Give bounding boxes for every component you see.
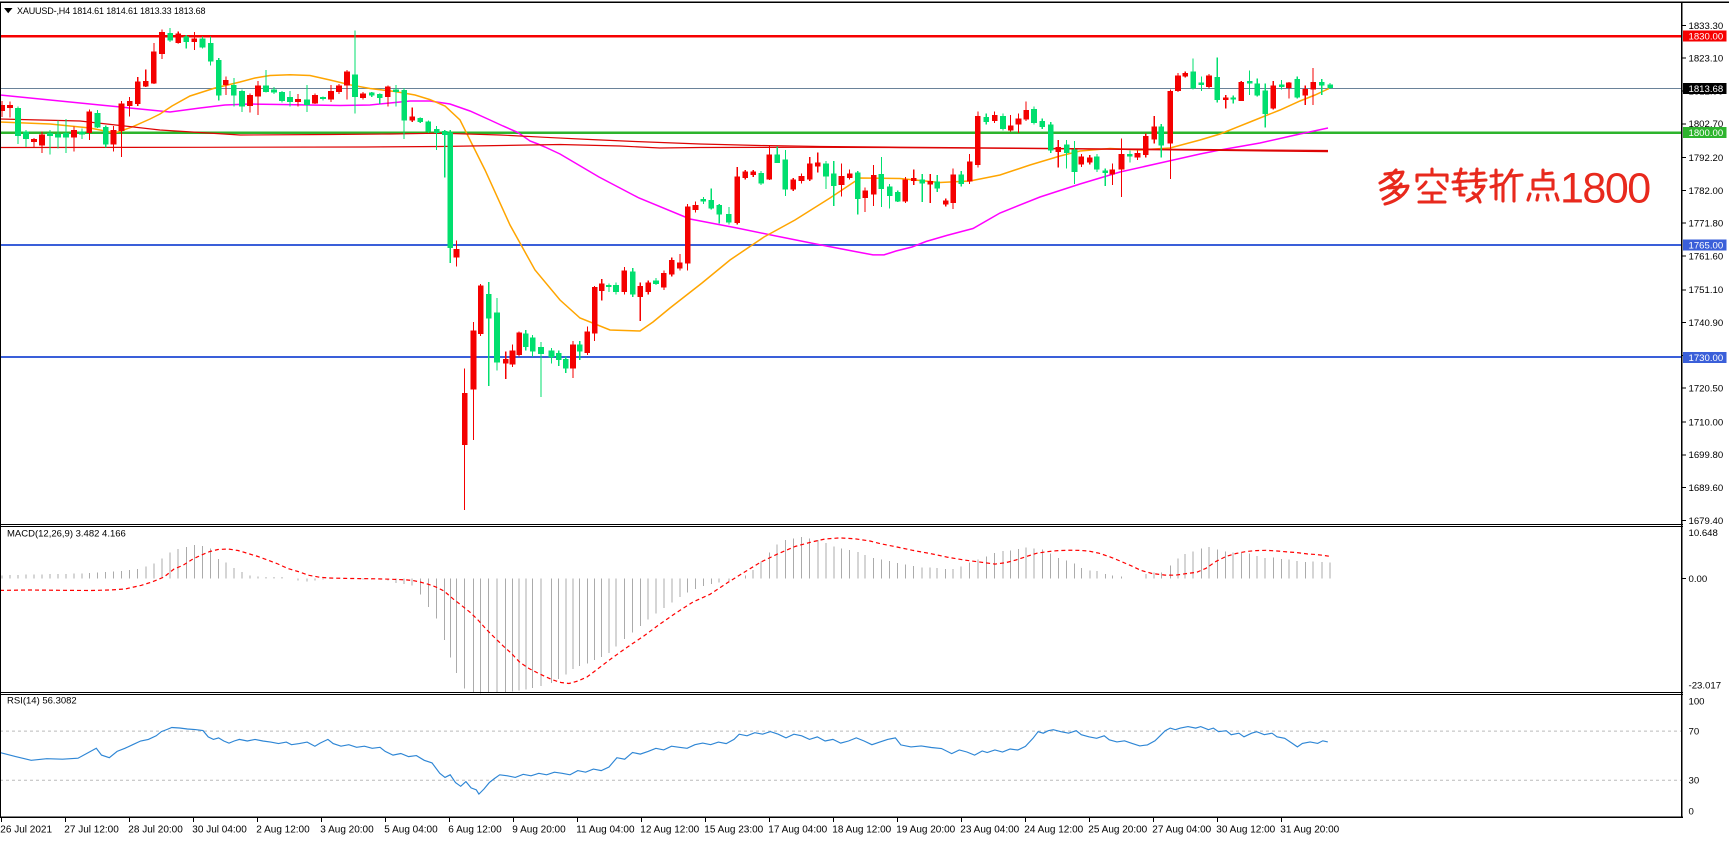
svg-text:23 Aug 04:00: 23 Aug 04:00 (960, 825, 1019, 836)
svg-text:3 Aug 20:00: 3 Aug 20:00 (320, 825, 374, 836)
svg-text:1679.40: 1679.40 (1689, 516, 1724, 527)
svg-text:100: 100 (1689, 696, 1705, 707)
svg-text:17 Aug 04:00: 17 Aug 04:00 (768, 825, 827, 836)
svg-text:27 Jul 12:00: 27 Jul 12:00 (64, 825, 119, 836)
svg-text:1730.00: 1730.00 (1689, 353, 1724, 364)
svg-text:-23.017: -23.017 (1689, 680, 1722, 691)
svg-text:1782.00: 1782.00 (1689, 186, 1724, 197)
svg-text:RSI(14) 56.3082: RSI(14) 56.3082 (7, 696, 77, 707)
svg-text:1710.00: 1710.00 (1689, 417, 1724, 428)
svg-text:31 Aug 20:00: 31 Aug 20:00 (1280, 825, 1339, 836)
svg-text:30 Jul 04:00: 30 Jul 04:00 (192, 825, 247, 836)
svg-text:2 Aug 12:00: 2 Aug 12:00 (256, 825, 310, 836)
svg-text:1740.90: 1740.90 (1689, 318, 1724, 329)
svg-text:1830.00: 1830.00 (1689, 31, 1724, 42)
svg-text:1802.70: 1802.70 (1689, 119, 1724, 130)
svg-text:19 Aug 20:00: 19 Aug 20:00 (896, 825, 955, 836)
svg-text:MACD(12,26,9) 3.482 4.166: MACD(12,26,9) 3.482 4.166 (7, 529, 126, 540)
svg-text:70: 70 (1689, 727, 1700, 738)
svg-text:1720.50: 1720.50 (1689, 384, 1724, 395)
svg-text:11 Aug 04:00: 11 Aug 04:00 (576, 825, 635, 836)
svg-text:1765.00: 1765.00 (1689, 240, 1724, 251)
svg-text:1699.80: 1699.80 (1689, 450, 1724, 461)
svg-text:5 Aug 04:00: 5 Aug 04:00 (384, 825, 438, 836)
svg-text:30 Aug 12:00: 30 Aug 12:00 (1216, 825, 1275, 836)
svg-text:18 Aug 12:00: 18 Aug 12:00 (832, 825, 891, 836)
svg-text:24 Aug 12:00: 24 Aug 12:00 (1024, 825, 1083, 836)
svg-text:1751.10: 1751.10 (1689, 285, 1724, 296)
svg-text:27 Aug 04:00: 27 Aug 04:00 (1152, 825, 1211, 836)
svg-text:1689.60: 1689.60 (1689, 483, 1724, 494)
svg-text:1761.60: 1761.60 (1689, 251, 1724, 262)
svg-text:0.00: 0.00 (1689, 574, 1708, 585)
svg-text:1833.30: 1833.30 (1689, 21, 1724, 32)
svg-text:1800.00: 1800.00 (1689, 128, 1724, 139)
svg-text:30: 30 (1689, 776, 1700, 787)
svg-text:25 Aug 20:00: 25 Aug 20:00 (1088, 825, 1147, 836)
svg-text:15 Aug 23:00: 15 Aug 23:00 (704, 825, 763, 836)
svg-text:1823.10: 1823.10 (1689, 54, 1724, 65)
svg-text:28 Jul 20:00: 28 Jul 20:00 (128, 825, 183, 836)
svg-text:1813.68: 1813.68 (1689, 84, 1724, 95)
svg-text:1792.20: 1792.20 (1689, 153, 1724, 164)
svg-text:12 Aug 12:00: 12 Aug 12:00 (640, 825, 699, 836)
svg-text:1771.80: 1771.80 (1689, 219, 1724, 230)
svg-text:1800: 1800 (1560, 165, 1650, 213)
svg-text:9 Aug 20:00: 9 Aug 20:00 (512, 825, 566, 836)
svg-text:10.648: 10.648 (1689, 528, 1718, 539)
svg-text:6 Aug 12:00: 6 Aug 12:00 (448, 825, 502, 836)
svg-text:0: 0 (1689, 806, 1694, 817)
svg-text:26 Jul 2021: 26 Jul 2021 (0, 825, 52, 836)
svg-text:XAUUSD-,H4 1814.61 1814.61 18: XAUUSD-,H4 1814.61 1814.61 1813.33 1813.… (17, 6, 205, 16)
